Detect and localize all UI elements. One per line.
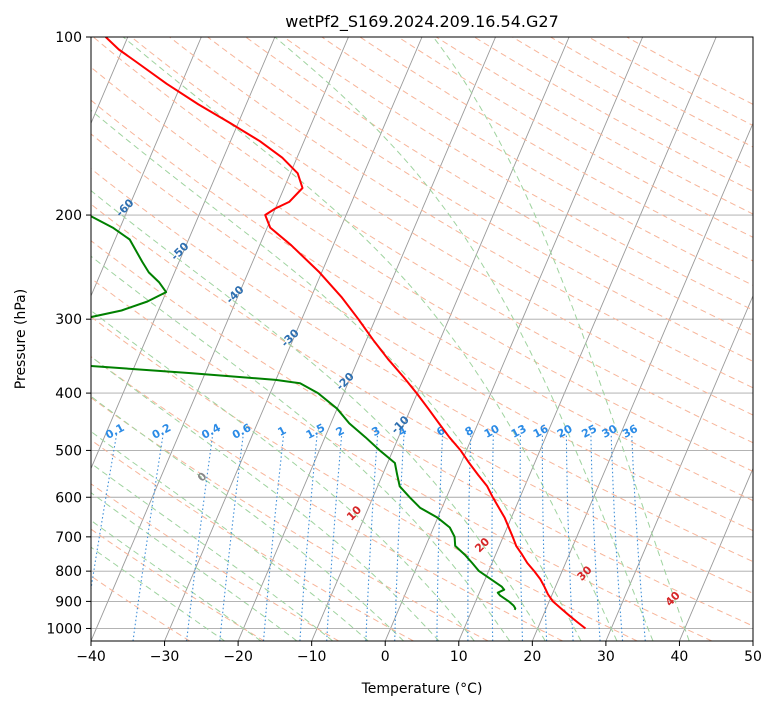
plot-frame	[90, 36, 754, 642]
x-tick-label: 0	[381, 649, 390, 665]
mixing-ratio-line	[299, 434, 318, 641]
dry-adiabat-line	[91, 356, 563, 641]
y-tick-label: 700	[55, 530, 82, 546]
y-tick-label: 800	[55, 564, 82, 580]
mixing-ratio-line	[610, 434, 624, 641]
moist-adiabat-line	[274, 37, 654, 641]
y-axis-label: Pressure (hPa)	[13, 289, 29, 389]
isotherm-line	[237, 37, 496, 641]
moist-adiabat-line	[91, 309, 475, 641]
mixing-ratio-line	[631, 434, 646, 641]
mixing-ratio-line	[91, 434, 118, 593]
y-axis-ticks: 100 200 300 400 500 600 700 800 900 1000	[46, 30, 91, 637]
moist-adiabat-line	[91, 492, 298, 641]
y-tick-label: 600	[55, 490, 82, 506]
mixing-ratio-line	[436, 434, 444, 641]
y-tick-label: 900	[55, 594, 82, 610]
x-axis-ticks: −40 −30 −20 −10 0 10 20 30 40 50	[76, 641, 762, 665]
mixing-ratio-label: 13	[509, 422, 529, 441]
x-tick-label: 20	[523, 649, 541, 665]
x-tick-label: 40	[671, 649, 689, 665]
dry-adiabat-line	[512, 37, 753, 170]
isotherm-line	[91, 37, 349, 641]
dry-adiabat-line	[91, 240, 753, 627]
dry-adiabat-line	[397, 37, 753, 238]
y-tick-label: 500	[55, 443, 82, 459]
mixing-ratio-line	[326, 434, 343, 641]
mixing-ratio-line	[565, 434, 574, 641]
isotherm-line	[384, 37, 644, 641]
y-tick-label: 100	[55, 30, 82, 46]
isobar-grid	[91, 37, 753, 629]
x-tick-label: −30	[150, 649, 180, 665]
dry-adiabat-line	[435, 37, 753, 215]
temperature-profile-line	[105, 37, 587, 630]
mixing-ratio-line	[365, 434, 379, 641]
dry-adiabat-line	[91, 99, 753, 502]
dry-adiabat-line	[92, 37, 753, 444]
y-tick-label: 300	[55, 312, 82, 328]
moist-adiabat-line	[91, 395, 404, 641]
moist-adiabat-line	[91, 355, 440, 641]
isotherm-line	[91, 37, 202, 298]
isotherm-line	[164, 37, 423, 641]
dry-adiabat-line	[91, 66, 753, 472]
y-tick-label: 200	[55, 208, 82, 224]
mixing-ratio-label: 16	[531, 422, 551, 441]
moist-adiabat-line	[91, 430, 369, 641]
mixing-ratio-line	[186, 434, 214, 641]
mixing-ratio-line	[394, 434, 405, 641]
moist-adiabats	[91, 37, 690, 641]
mixing-ratio-line	[262, 434, 285, 641]
dry-adiabat-line	[91, 316, 638, 641]
mixing-ratio-line	[132, 434, 164, 641]
mixing-ratio-line	[519, 434, 524, 641]
moist-adiabat-line	[91, 519, 262, 641]
dry-adiabat-line	[474, 37, 753, 192]
dewpoint-profile-line	[91, 215, 517, 611]
mixing-ratio-line	[491, 434, 494, 641]
x-tick-label: −20	[223, 649, 253, 665]
sounding-series	[91, 37, 587, 630]
moist-adiabat-line	[91, 255, 511, 641]
mixing-ratio-label: 10	[482, 422, 502, 441]
y-tick-label: 400	[55, 386, 82, 402]
isotherm-line	[679, 467, 753, 641]
isotherm-line	[531, 122, 753, 641]
mixing-ratio-line	[219, 434, 244, 641]
x-tick-label: 30	[597, 649, 615, 665]
x-axis-label: Temperature (°C)	[361, 681, 483, 697]
isotherm-grid	[91, 37, 753, 641]
mixing-ratio-line	[541, 434, 548, 641]
moist-adiabat-line	[432, 37, 690, 641]
y-tick-label: 1000	[46, 621, 82, 637]
mixing-ratio-label: 25	[579, 422, 599, 441]
dry-adiabat-line	[91, 168, 753, 563]
moist-adiabat-line	[122, 37, 618, 641]
isotherm-line	[91, 37, 276, 470]
dry-adiabat-line	[91, 203, 753, 594]
moist-adiabat-line	[91, 462, 334, 641]
mixing-ratio-label: 30	[600, 422, 620, 441]
moist-adiabat-line	[91, 546, 225, 641]
mixing-ratio-line	[467, 434, 472, 641]
x-tick-label: 10	[450, 649, 468, 665]
dry-adiabat-line	[91, 483, 340, 641]
mixing-ratio-lines	[91, 434, 646, 641]
mixing-ratio-line	[590, 434, 601, 641]
x-tick-label: 50	[744, 649, 762, 665]
dry-adiabat-line	[550, 37, 753, 148]
mixing-ratio-label: 20	[555, 422, 575, 441]
dry-adiabat-line	[91, 133, 753, 532]
x-tick-label: −40	[76, 649, 106, 665]
isotherm-line	[605, 294, 753, 641]
isotherm-line	[458, 37, 717, 641]
x-tick-label: −10	[297, 649, 327, 665]
chart-title: wetPf2_S169.2024.209.16.54.G27	[285, 12, 559, 32]
dry-adiabat-line	[131, 37, 753, 416]
mixing-ratio-label: 36	[620, 422, 640, 441]
